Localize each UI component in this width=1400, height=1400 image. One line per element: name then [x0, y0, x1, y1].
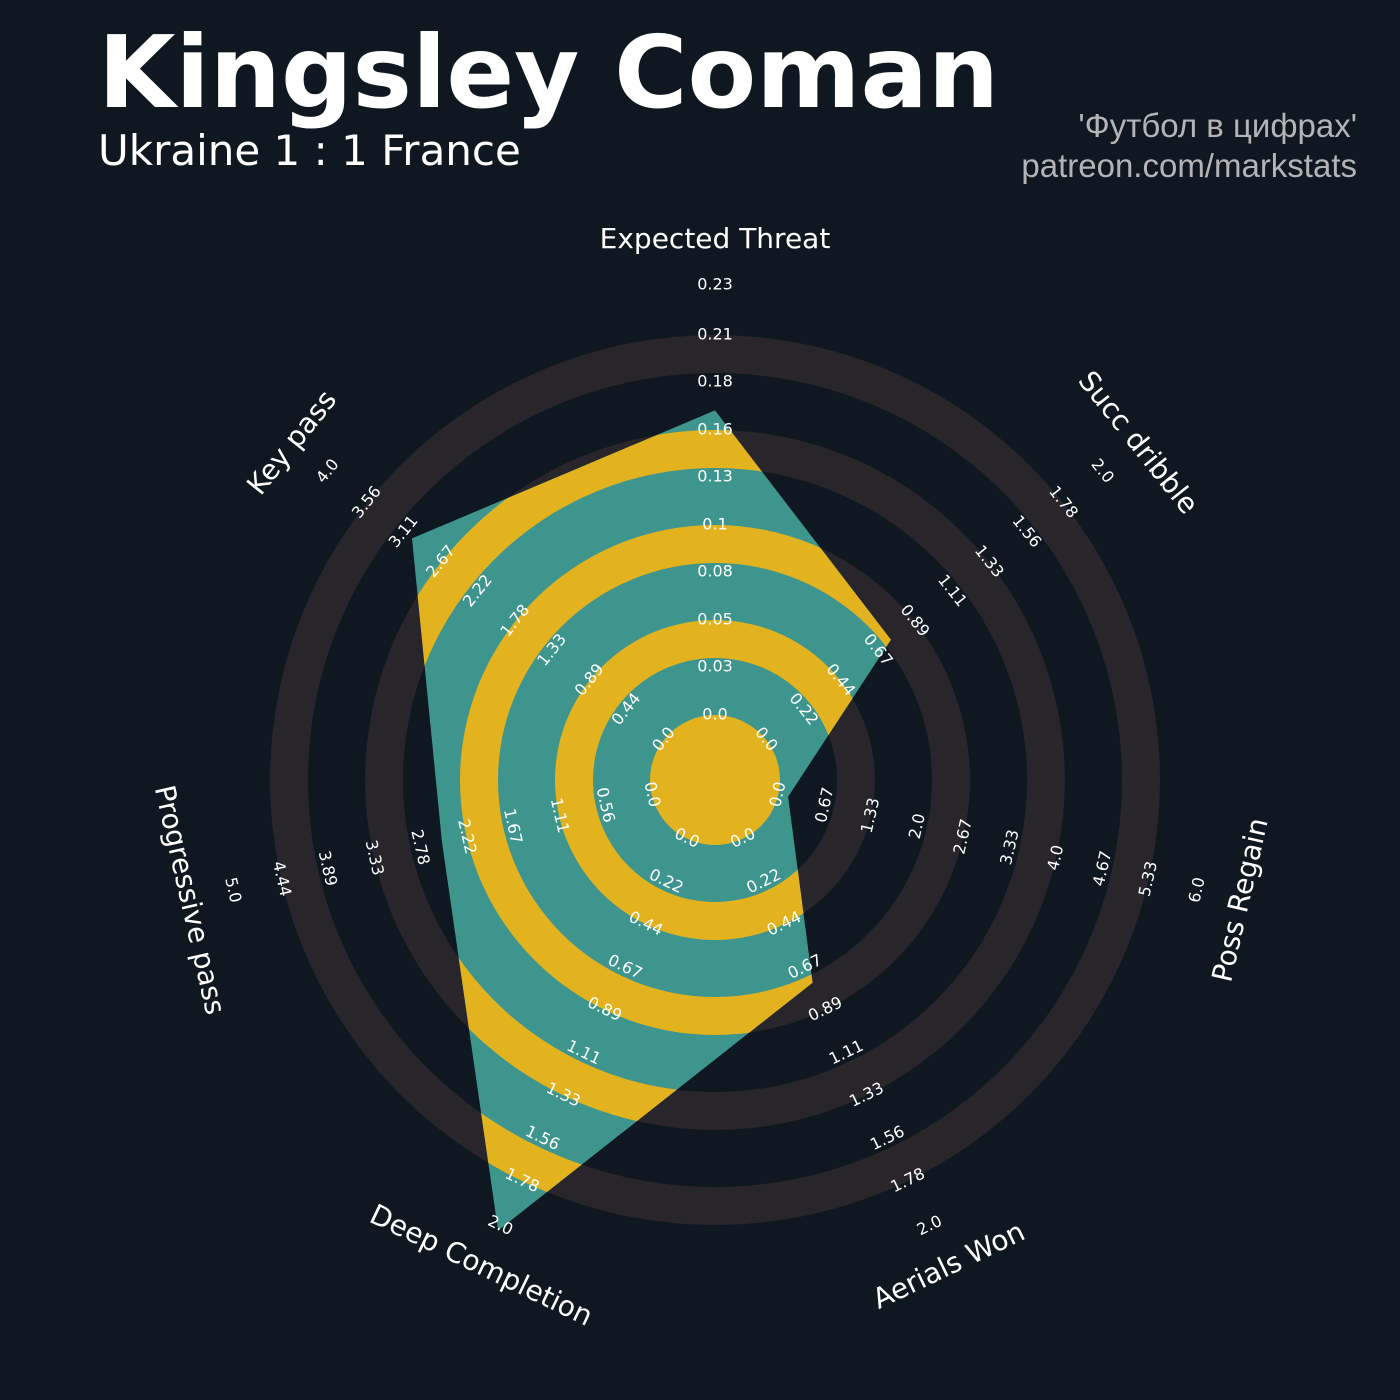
tick-label: 0.08: [697, 562, 733, 581]
tick-label: 0.18: [697, 372, 733, 391]
axis-label: Poss Regain: [1205, 815, 1274, 985]
tick-label: 0.05: [697, 610, 733, 629]
credit-block: 'Футбол в цифрах' patreon.com/markstats: [1021, 106, 1357, 185]
polygon-gold-bands: [412, 410, 891, 1225]
polygon-gold-band: [650, 715, 780, 845]
tick-label: 0.13: [697, 467, 733, 486]
tick-label: 0.16: [697, 420, 733, 439]
axis-label: Expected Threat: [600, 222, 831, 255]
tick-label: 0.03: [697, 657, 733, 676]
tick-label: 0.1: [702, 515, 727, 534]
credit-patreon-link: patreon.com/markstats: [1021, 146, 1357, 184]
player-name-title: Kingsley Coman: [98, 14, 1000, 131]
credit-source: 'Футбол в цифрах': [1078, 107, 1357, 144]
tick-label: 0.0: [702, 705, 727, 724]
tick-label: 0.21: [697, 325, 733, 344]
match-subtitle: Ukraine 1 : 1 France: [98, 126, 521, 175]
tick-label: 0.23: [697, 275, 733, 294]
